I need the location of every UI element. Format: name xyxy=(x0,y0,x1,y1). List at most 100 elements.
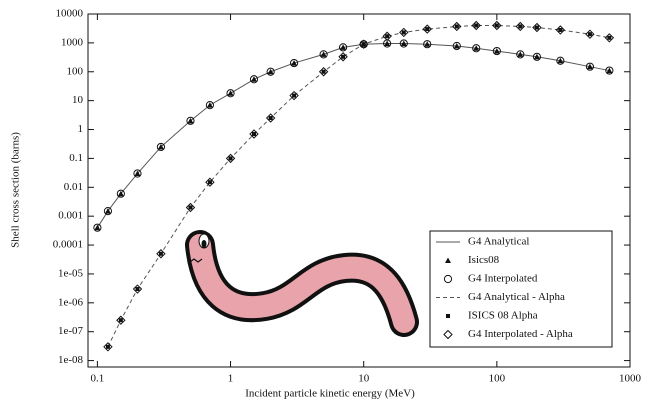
marker-circle xyxy=(605,66,614,75)
marker-square xyxy=(607,35,612,40)
marker-triangle xyxy=(400,40,407,47)
marker-triangle xyxy=(517,51,524,57)
marker-triangle xyxy=(384,40,391,47)
marker-circle xyxy=(472,44,481,53)
marker-square xyxy=(268,116,273,121)
marker-triangle xyxy=(606,67,613,74)
marker-diamond xyxy=(604,33,615,43)
worm-illustration xyxy=(185,230,419,337)
marker-triangle xyxy=(104,208,111,214)
marker-triangle xyxy=(267,68,274,75)
plot-area xyxy=(93,20,615,352)
marker-square xyxy=(446,314,450,318)
marker-diamond xyxy=(338,52,348,62)
marker-diamond xyxy=(515,21,526,32)
marker-square xyxy=(251,132,256,137)
marker-circle xyxy=(266,67,275,76)
legend-label: G4 Analytical xyxy=(468,236,529,248)
marker-square xyxy=(385,34,390,39)
y-tick-label: 10 xyxy=(72,94,84,106)
marker-triangle xyxy=(134,170,141,177)
marker-diamond xyxy=(103,342,113,352)
worm-mouth xyxy=(189,258,203,263)
marker-triangle xyxy=(473,45,480,51)
marker-diamond xyxy=(555,25,566,35)
marker-circle xyxy=(338,43,348,52)
marker-diamond xyxy=(452,21,462,32)
marker-square xyxy=(587,32,592,37)
x-tick-label: 10 xyxy=(358,373,370,385)
marker-triangle xyxy=(206,102,213,108)
x-axis-label: Incident particle kinetic energy (MeV) xyxy=(245,388,415,400)
marker-triangle xyxy=(424,41,431,47)
marker-square xyxy=(454,24,459,29)
marker-diamond xyxy=(318,67,329,77)
marker-square xyxy=(105,344,110,349)
marker-triangle xyxy=(445,257,451,263)
legend-label: G4 Analytical - Alpha xyxy=(468,291,565,303)
y-tick-label: 100 xyxy=(67,65,84,77)
y-tick-label: 1 xyxy=(78,123,84,135)
marker-triangle xyxy=(157,143,164,150)
marker-triangle xyxy=(320,51,327,57)
marker-circle xyxy=(423,40,432,49)
marker-triangle xyxy=(533,53,540,60)
marker-circle xyxy=(492,46,501,56)
marker-diamond xyxy=(492,20,502,31)
marker-diamond xyxy=(422,24,432,34)
marker-triangle xyxy=(227,90,234,96)
x-tick-label: 0.1 xyxy=(91,373,105,385)
marker-square xyxy=(474,23,479,28)
marker-circle xyxy=(289,58,299,68)
marker-square xyxy=(321,69,326,74)
marker-diamond xyxy=(585,29,595,39)
marker-diamond xyxy=(382,31,392,41)
marker-square xyxy=(401,30,406,35)
marker-triangle xyxy=(586,63,593,70)
plot-frame xyxy=(87,13,631,368)
marker-diamond xyxy=(249,129,259,139)
marker-square xyxy=(207,180,212,185)
marker-square xyxy=(361,42,366,47)
x-tick-label: 1000 xyxy=(619,373,642,385)
y-tick-label: 1e-08 xyxy=(58,354,84,366)
marker-circle xyxy=(443,274,453,284)
legend-label: G4 Interpolated - Alpha xyxy=(468,328,573,340)
marker-triangle xyxy=(453,42,460,49)
marker-triangle xyxy=(117,190,124,197)
marker-circle xyxy=(103,206,113,216)
marker-square xyxy=(494,23,499,28)
legend-label: ISICS 08 Alpha xyxy=(468,310,538,322)
marker-circle xyxy=(116,189,125,198)
marker-circle xyxy=(452,41,461,51)
marker-diamond xyxy=(358,39,369,49)
marker-square xyxy=(518,24,523,29)
marker-circle xyxy=(585,62,595,71)
marker-square xyxy=(558,27,563,32)
marker-square xyxy=(188,205,193,210)
marker-circle xyxy=(93,223,102,232)
marker-circle xyxy=(205,101,215,110)
marker-circle xyxy=(133,169,142,178)
marker-square xyxy=(158,251,163,256)
marker-circle xyxy=(249,75,259,84)
worm-pupil xyxy=(201,240,207,248)
marker-square xyxy=(228,156,233,161)
marker-square xyxy=(534,25,539,30)
marker-triangle xyxy=(557,57,564,64)
marker-square xyxy=(341,54,346,59)
marker-circle xyxy=(319,50,328,59)
legend-label: G4 Interpolated xyxy=(468,273,538,285)
y-tick-label: 0.0001 xyxy=(53,239,83,251)
marker-square xyxy=(118,318,123,323)
marker-triangle xyxy=(291,60,298,66)
marker-diamond xyxy=(185,202,196,213)
marker-circle xyxy=(186,116,195,125)
y-tick-label: 0.1 xyxy=(69,152,83,164)
x-tick-label: 100 xyxy=(489,373,506,385)
worm-body xyxy=(189,234,415,333)
marker-circle xyxy=(556,56,565,65)
marker-diamond xyxy=(443,329,453,340)
marker-diamond xyxy=(289,90,299,101)
